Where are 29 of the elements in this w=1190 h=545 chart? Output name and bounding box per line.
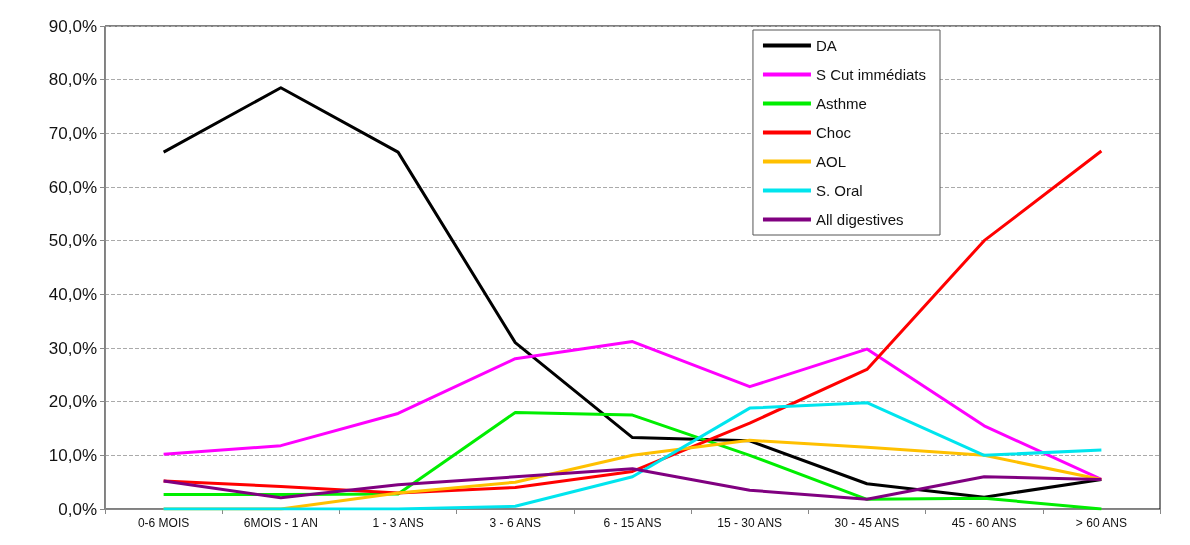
x-tick-label: 30 - 45 ANS — [834, 516, 900, 530]
legend-label: Asthme — [815, 95, 867, 112]
x-tick-label: 1 - 3 ANS — [372, 516, 424, 530]
legend-label: S Cut immédiats — [815, 66, 927, 83]
x-tick-label: 6 - 15 ANS — [603, 516, 662, 530]
y-tick-label: 50,0% — [48, 231, 97, 251]
x-tick-label: 6MOIS - 1 AN — [243, 516, 318, 530]
y-tick-label: 60,0% — [48, 177, 97, 197]
y-tick-label: 20,0% — [48, 392, 97, 412]
y-tick-label: 40,0% — [48, 284, 97, 304]
legend-label: DA — [815, 37, 837, 54]
x-tick-label: 15 - 30 ANS — [717, 516, 783, 530]
y-tick-label: 0,0% — [58, 499, 97, 519]
legend-label: Choc — [815, 124, 852, 141]
line-series — [162, 467, 1103, 501]
x-tick-label: 0-6 MOIS — [137, 516, 190, 530]
legend-label: AOL — [815, 153, 846, 170]
y-tick-label: 80,0% — [48, 70, 97, 90]
legend-label: All digestives — [815, 211, 904, 228]
x-tick-label: 3 - 6 ANS — [489, 516, 541, 530]
legend-label: S. Oral — [815, 182, 863, 199]
x-tick-label: 45 - 60 ANS — [951, 516, 1017, 530]
x-tick-label: > 60 ANS — [1075, 516, 1127, 530]
line-series — [162, 340, 1103, 481]
y-tick-label: 70,0% — [48, 123, 97, 143]
y-tick-label: 30,0% — [48, 338, 97, 358]
line-series — [162, 86, 1103, 499]
y-tick-label: 10,0% — [48, 445, 97, 465]
y-tick-label: 90,0% — [48, 16, 97, 36]
